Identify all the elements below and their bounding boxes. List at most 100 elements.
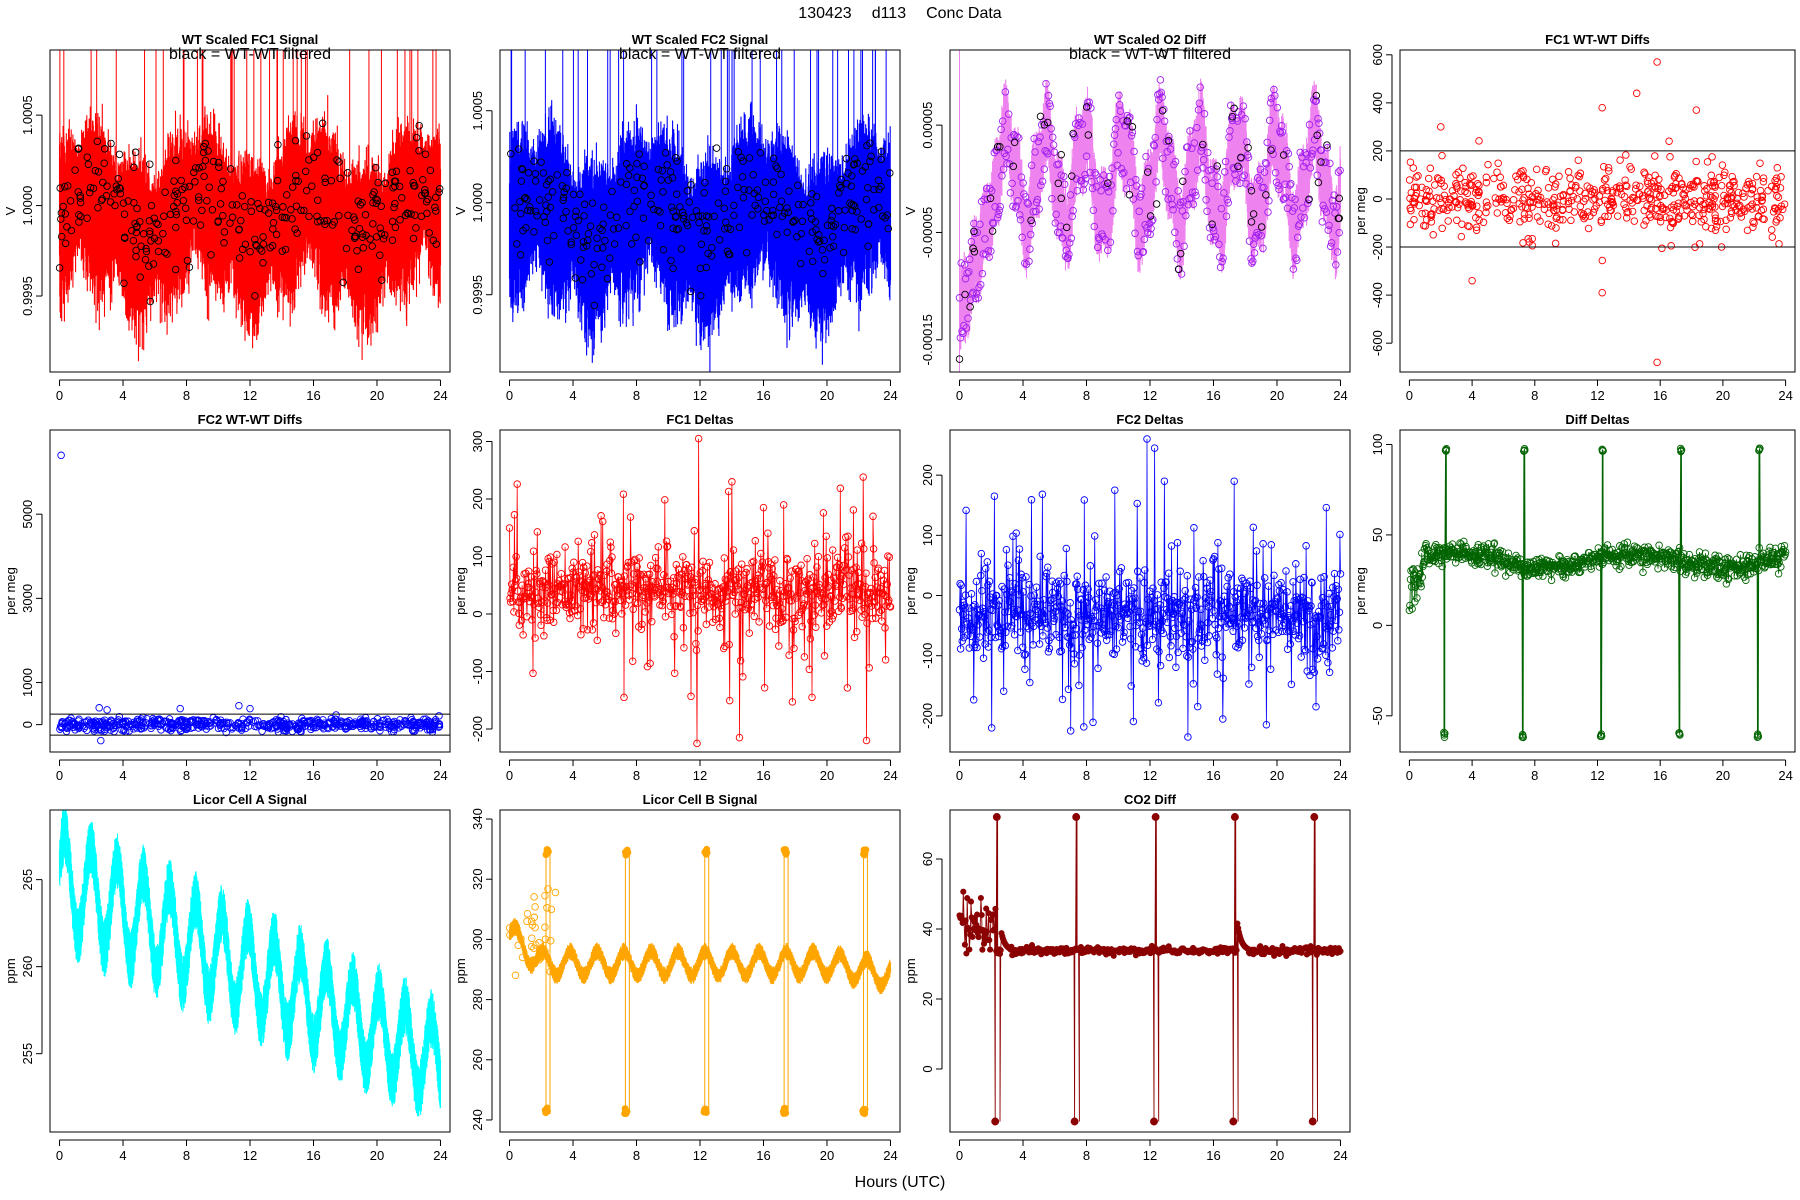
data-point (972, 577, 981, 586)
data-point (604, 592, 613, 601)
data-point (777, 586, 785, 595)
data-point (1221, 157, 1230, 166)
data-point (1024, 200, 1032, 208)
filtered-point (553, 171, 561, 179)
data-point (1297, 653, 1305, 661)
data-point (860, 604, 869, 613)
data-point (759, 585, 767, 594)
filtered-point (704, 213, 713, 221)
filtered-point (638, 174, 647, 183)
data-point (1206, 233, 1215, 242)
data-point (1102, 573, 1110, 581)
y-tick-label: 100 (1370, 434, 1385, 456)
filtered-point (1213, 162, 1221, 170)
data-point (1734, 188, 1743, 197)
data-point (558, 600, 567, 609)
y-tick-label: 200 (470, 488, 485, 510)
filtered-point (240, 202, 249, 211)
filtered-point (518, 165, 527, 174)
filtered-point (673, 157, 681, 165)
filtered-point (166, 210, 175, 219)
y-axis-label: ppm (3, 958, 18, 983)
data-point (1174, 648, 1182, 657)
filtered-point (409, 178, 417, 187)
data-point (1440, 733, 1449, 741)
data-point (814, 552, 823, 561)
data-point (598, 517, 607, 526)
data-point (1453, 216, 1461, 225)
data-point (800, 653, 809, 661)
data-point (1688, 217, 1697, 226)
data-point (1505, 216, 1514, 225)
filtered-point (970, 248, 979, 256)
filtered-point (654, 206, 662, 215)
data-point (1046, 102, 1054, 110)
data-point (527, 942, 536, 951)
data-point (1312, 702, 1320, 711)
data-point (1743, 226, 1752, 235)
filtered-point (701, 178, 709, 187)
data-point (848, 590, 856, 599)
data-point (282, 724, 290, 732)
data-point (1113, 591, 1121, 600)
filtered-point (321, 174, 329, 183)
data-point (633, 562, 641, 571)
data-point (1511, 186, 1519, 194)
data-point (852, 627, 861, 636)
data-point (1163, 618, 1171, 627)
data-point (168, 721, 177, 729)
data-point (1558, 206, 1567, 215)
data-point (1722, 225, 1730, 234)
filtered-point (149, 260, 158, 268)
y-tick-label: 200 (1370, 140, 1385, 162)
data-point (546, 937, 555, 945)
data-point (811, 601, 820, 609)
data-point (1172, 240, 1181, 248)
data-point (1583, 182, 1591, 190)
data-point (222, 728, 230, 737)
data-point (1081, 581, 1090, 590)
data-point (1309, 644, 1317, 653)
filtered-point (172, 156, 180, 165)
filtered-point (672, 190, 681, 198)
x-tick-label: 0 (506, 1148, 513, 1163)
data-point (125, 722, 133, 731)
data-point (841, 566, 849, 575)
data-point (61, 719, 69, 727)
filtered-point (196, 221, 205, 229)
data-point (754, 593, 762, 602)
filtered-point (130, 163, 138, 172)
data-point (1080, 496, 1089, 504)
data-point (1426, 210, 1435, 219)
data-point (983, 628, 991, 636)
data-point (602, 567, 611, 576)
data-point (796, 589, 805, 597)
panel-frame (49, 809, 451, 1133)
data-point (1695, 240, 1704, 248)
filtered-point (233, 201, 241, 209)
panel-title: Diff Deltas (1565, 412, 1629, 427)
filtered-point (656, 208, 664, 216)
data-point (594, 566, 602, 574)
data-point (1247, 663, 1256, 672)
filtered-point (847, 201, 856, 209)
data-point (1519, 196, 1527, 204)
data-point (1232, 177, 1240, 185)
filtered-point (531, 177, 540, 185)
filtered-point (191, 164, 200, 172)
filtered-point (789, 218, 797, 226)
data-point (1024, 624, 1033, 633)
data-point (608, 614, 617, 623)
data-point (1781, 548, 1790, 556)
data-point (1493, 168, 1501, 176)
data-point (669, 574, 678, 582)
data-point (1331, 596, 1339, 605)
data-point (1320, 599, 1329, 607)
data-point (788, 567, 796, 575)
data-point (1218, 653, 1226, 661)
filtered-point (688, 213, 697, 222)
filtered-point (818, 246, 827, 254)
data-point (994, 210, 1003, 219)
data-point (1300, 213, 1309, 222)
filtered-point (1174, 265, 1183, 274)
